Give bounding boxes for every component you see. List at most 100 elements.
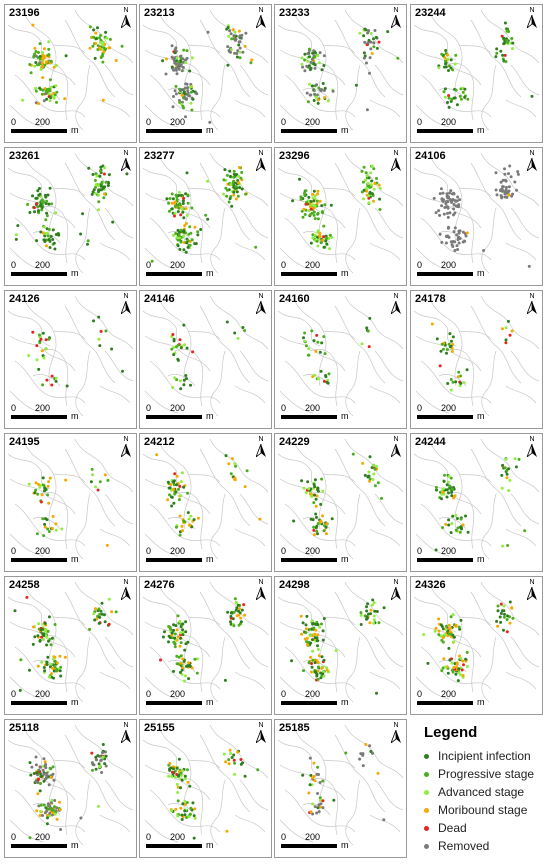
road-line <box>369 814 401 833</box>
road-line <box>309 635 339 693</box>
tree-point <box>58 669 62 673</box>
tree-point <box>450 97 454 101</box>
tree-point <box>438 364 442 368</box>
tree-point <box>459 618 463 622</box>
tree-point <box>92 28 96 32</box>
tree-point <box>99 329 103 333</box>
tree-point <box>331 89 335 93</box>
tree-point <box>444 241 448 245</box>
tree-point <box>37 209 40 213</box>
tree-point <box>434 211 438 215</box>
tree-point <box>227 762 231 766</box>
legend-label: Moribound stage <box>438 803 528 817</box>
tree-point <box>36 492 40 496</box>
tree-point <box>315 333 319 337</box>
road-line <box>9 335 76 372</box>
tree-point <box>307 791 311 795</box>
tree-point <box>447 646 451 650</box>
tree-point <box>448 211 452 215</box>
tree-point <box>241 761 245 765</box>
north-arrow: N <box>389 436 403 458</box>
panel-title: 23213 <box>144 7 175 19</box>
map-svg <box>142 724 269 846</box>
scale-unit: m <box>341 125 349 135</box>
tree-point <box>175 654 179 658</box>
tree-point <box>182 48 186 52</box>
road-line <box>481 207 497 274</box>
tree-point <box>372 199 375 203</box>
map-svg <box>413 152 540 274</box>
tree-point <box>368 621 372 625</box>
tree-point <box>372 167 376 171</box>
tree-point <box>366 31 370 35</box>
tree-point <box>183 813 187 817</box>
tree-point <box>239 176 243 180</box>
north-arrow-icon <box>527 158 537 171</box>
tree-point <box>179 661 183 665</box>
tree-point <box>313 233 317 237</box>
tree-point <box>185 97 189 101</box>
tree-point <box>507 185 511 189</box>
tree-point <box>54 64 58 67</box>
road-line <box>209 438 269 493</box>
tree-point <box>182 383 186 387</box>
north-label: N <box>529 150 535 157</box>
road-line <box>159 586 192 673</box>
scale-zero: 0 <box>417 403 423 413</box>
road-line <box>199 162 251 241</box>
tree-point <box>503 53 507 57</box>
tree-point <box>97 337 101 341</box>
road-line <box>294 157 327 244</box>
tree-point <box>106 478 110 482</box>
panel-title: 24126 <box>9 293 40 305</box>
map-svg <box>413 438 540 560</box>
scale-unit: m <box>71 125 79 135</box>
scale-unit: m <box>341 697 349 707</box>
tree-point <box>168 636 172 640</box>
tree-point <box>58 808 62 812</box>
tree-point <box>452 203 456 206</box>
road-line <box>210 207 226 274</box>
tree-point <box>45 663 49 666</box>
tree-point <box>505 476 509 480</box>
tree-point <box>321 514 324 518</box>
legend-label: Advanced stage <box>438 785 525 799</box>
tree-point <box>49 59 53 63</box>
tree-point <box>204 213 208 217</box>
tree-point <box>36 189 40 193</box>
legend-dot-icon <box>424 789 429 795</box>
tree-point <box>94 31 98 35</box>
tree-point <box>317 61 321 65</box>
tree-point <box>34 89 38 93</box>
tree-point <box>179 494 183 498</box>
tree-point <box>304 627 308 631</box>
tree-point <box>53 805 56 809</box>
tree-point <box>305 614 309 618</box>
road-line <box>52 330 86 340</box>
tree-point <box>54 84 58 88</box>
map-panel: 24326 N 0 200 m <box>410 576 543 715</box>
scale-bar: 0 200 m <box>279 260 354 280</box>
tree-point <box>313 66 317 70</box>
tree-point <box>236 194 240 198</box>
road-line <box>64 162 116 241</box>
legend-item: Advanced stage <box>424 783 546 801</box>
tree-point <box>186 201 190 205</box>
tree-point <box>445 192 449 196</box>
tree-point <box>323 352 327 356</box>
map-panel: 25155 N 0 200 m <box>139 719 272 858</box>
tree-point <box>183 809 187 813</box>
road-line <box>277 310 321 347</box>
tree-point <box>111 220 115 224</box>
scale-unit: m <box>71 840 79 850</box>
road-line <box>159 443 192 530</box>
tree-point <box>328 247 332 251</box>
road-line <box>445 63 475 121</box>
tree-point <box>310 619 314 623</box>
tree-point <box>223 678 227 682</box>
map-svg <box>413 295 540 417</box>
road-line <box>415 49 482 86</box>
tree-point <box>40 198 44 202</box>
tree-point <box>41 51 45 55</box>
tree-point <box>185 377 188 381</box>
